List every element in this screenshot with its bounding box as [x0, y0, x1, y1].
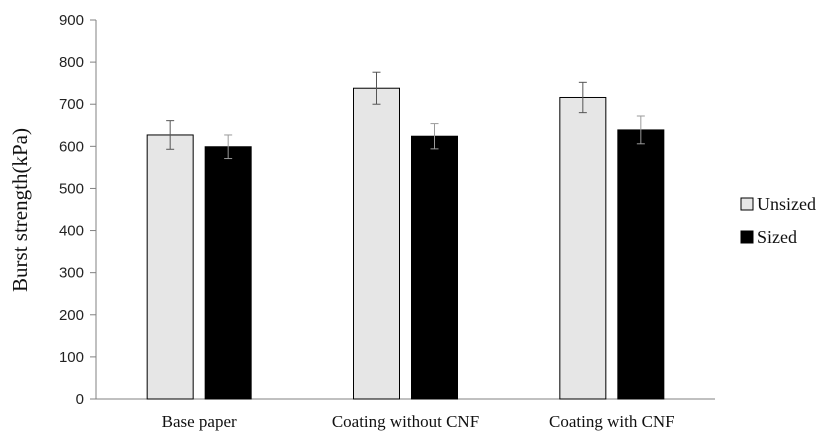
y-tick-label: 600	[59, 138, 84, 155]
y-axis-ticks: 0 100 200 300 400 500 600 700 800 900	[59, 12, 96, 408]
y-axis-title: Burst strength(kPa)	[8, 128, 32, 292]
y-tick-label: 500	[59, 180, 84, 197]
y-tick-label: 200	[59, 307, 84, 324]
y-tick-label: 900	[59, 12, 84, 29]
bar-unsized-1	[353, 87, 400, 400]
legend-label-sized: Sized	[757, 227, 797, 247]
bars-group	[146, 71, 665, 400]
bar-unsized-2	[559, 96, 607, 400]
bar-unsized-0	[146, 134, 194, 400]
category-labels: Base paper Coating without CNF Coating wit…	[162, 412, 675, 431]
x-category-label: Base paper	[162, 412, 237, 431]
y-tick-label: 700	[59, 96, 84, 113]
legend-swatch-sized	[740, 230, 754, 244]
y-tick-label: 100	[59, 349, 84, 366]
legend-swatch-unsized	[740, 197, 754, 211]
legend-label-unsized: Unsized	[757, 194, 816, 214]
y-tick-label: 800	[59, 54, 84, 71]
legend: Unsized Sized	[740, 194, 816, 247]
bar-sized-2	[617, 129, 665, 400]
y-tick-label: 400	[59, 223, 84, 240]
y-tick-label: 300	[59, 265, 84, 282]
bar-sized-1	[411, 135, 458, 400]
bar-sized-0	[204, 146, 252, 400]
x-category-label: Coating without CNF	[332, 412, 479, 431]
x-category-label: Coating with CNF	[549, 412, 675, 431]
y-tick-label: 0	[76, 391, 84, 408]
